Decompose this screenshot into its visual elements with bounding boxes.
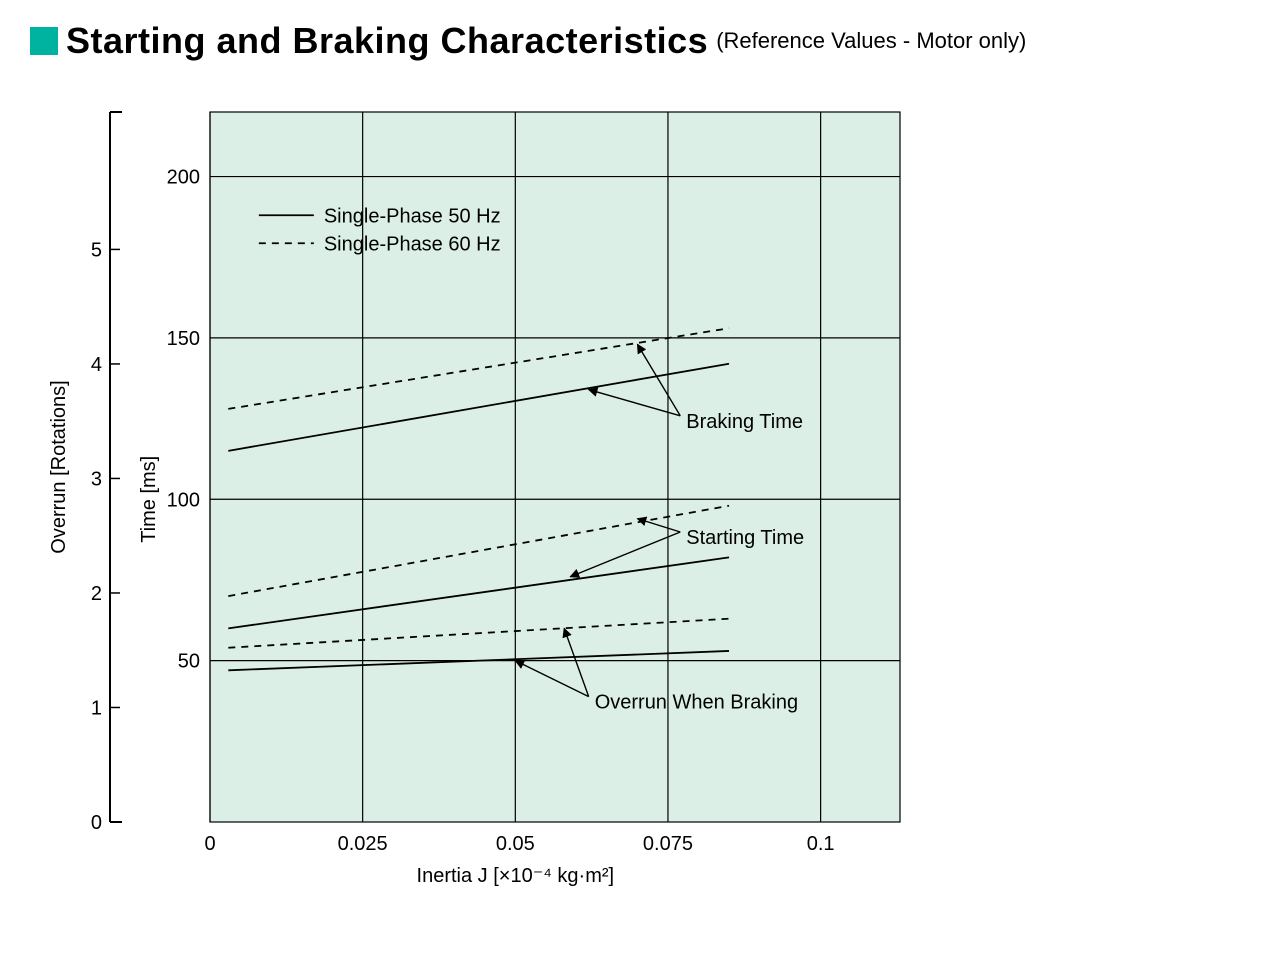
page-title-row: Starting and Braking Characteristics (Re…: [30, 20, 1250, 62]
title-main: Starting and Braking Characteristics: [66, 20, 708, 62]
y-left-label: Overrun [Rotations]: [48, 380, 70, 553]
y-inner-tick-label: 50: [178, 651, 200, 673]
annotation-label: Starting Time: [686, 527, 804, 549]
y-left-tick-label: 3: [91, 468, 102, 490]
chart: 0 1 2 3 4 5 Overrun [Rotations] 50 100 150 200 Time…: [30, 82, 950, 902]
plot-background: [210, 112, 900, 822]
annotation-label: Braking Time: [686, 411, 803, 433]
y-left-tick-label: 5: [91, 239, 102, 261]
legend-label: Single-Phase 60 Hz: [324, 233, 501, 255]
x-tick-label: 0.1: [807, 833, 835, 855]
x-tick-label: 0.05: [496, 833, 535, 855]
x-tick-label: 0.075: [643, 833, 693, 855]
y-inner-tick-label: 150: [167, 328, 200, 350]
legend-label: Single-Phase 50 Hz: [324, 205, 501, 227]
y-left-tick-label: 4: [91, 354, 102, 376]
x-axis-label: Inertia J [×10⁻⁴ kg·m²]: [417, 865, 615, 887]
chart-svg: 0 1 2 3 4 5 Overrun [Rotations] 50 100 150 200 Time…: [30, 82, 950, 902]
y-inner-label: Time [ms]: [138, 456, 160, 543]
x-tick-label: 0.025: [338, 833, 388, 855]
y-inner-tick-label: 200: [167, 167, 200, 189]
x-tick-label: 0: [204, 833, 215, 855]
y-inner-tick-label: 100: [167, 489, 200, 511]
annotation-label: Overrun When Braking: [595, 692, 798, 714]
y-left-tick-label: 0: [91, 812, 102, 834]
title-sub: (Reference Values - Motor only): [716, 28, 1026, 54]
y-left-tick-label: 2: [91, 583, 102, 605]
title-marker-icon: [30, 27, 58, 55]
y-left-tick-label: 1: [91, 697, 102, 719]
